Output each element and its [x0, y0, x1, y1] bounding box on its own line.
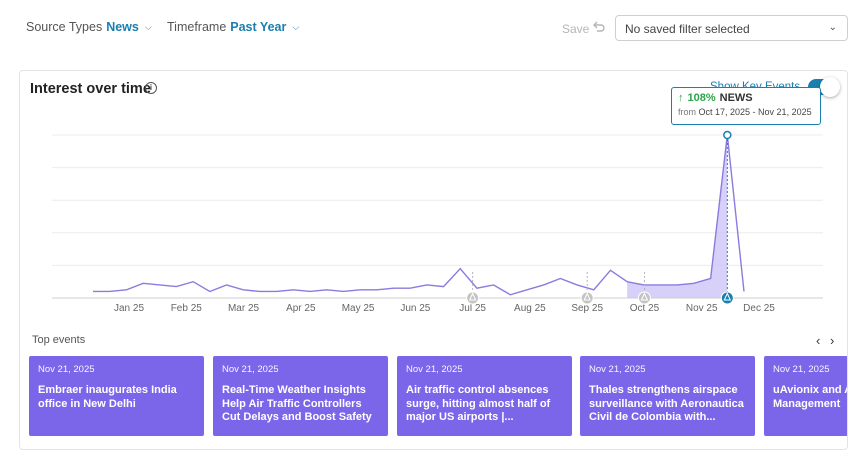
arrow-up-icon: ↑: [678, 92, 684, 104]
chevron-down-icon: ⌵: [292, 21, 300, 32]
saved-filter-value: No saved filter selected: [625, 22, 750, 36]
event-title: Air traffic control absences surge, hitt…: [406, 384, 551, 423]
x-tick-label: Aug 25: [514, 303, 546, 314]
panel-title: Interest over time: [30, 81, 151, 97]
interest-chart: Jan 25 Feb 25 Mar 25 Apr 25 May 25 Jun 25 Jul …: [52, 130, 823, 314]
source-types-filter[interactable]: Source Types News ⌵: [26, 20, 152, 34]
bell-icon: [723, 292, 732, 301]
tooltip-change: 108%: [687, 92, 716, 104]
timeframe-filter[interactable]: Timeframe Past Year ⌵: [167, 20, 299, 34]
event-card[interactable]: Nov 21, 2025 Embraer inaugurates India o…: [29, 356, 204, 436]
key-event-marker: [580, 291, 594, 305]
event-title: Thales strengthens airspace surveillance…: [589, 384, 744, 423]
source-types-value: News: [106, 20, 139, 34]
tooltip-range: Oct 17, 2025 - Nov 21, 2025: [698, 107, 812, 117]
event-date: Nov 21, 2025: [773, 364, 830, 375]
x-tick-label: Nov 25: [686, 303, 718, 314]
bell-icon: [583, 292, 591, 301]
event-title: Real-Time Weather Insights Help Air Traf…: [222, 384, 372, 423]
peak-point: [723, 130, 732, 140]
x-tick-label: Feb 25: [171, 303, 203, 314]
source-types-label: Source Types: [26, 20, 103, 34]
event-date: Nov 21, 2025: [589, 364, 646, 375]
key-event-marker: [466, 291, 480, 305]
tooltip-from-label: from: [678, 107, 696, 117]
info-icon[interactable]: i: [145, 82, 157, 94]
interest-panel: Interest over time i Show Key Events Jan…: [19, 70, 848, 450]
chevron-down-icon: ⌄: [828, 22, 837, 33]
key-event-marker: [637, 291, 651, 305]
chevron-left-icon[interactable]: ‹: [816, 333, 821, 348]
event-card[interactable]: Nov 21, 2025 Thales strengthens airspace…: [580, 356, 755, 436]
timeframe-value: Past Year: [230, 20, 287, 34]
event-title: Embraer inaugurates India office in New …: [38, 384, 177, 410]
event-card[interactable]: Nov 21, 2025 Real-Time Weather Insights …: [213, 356, 388, 436]
chevron-down-icon: ⌵: [144, 21, 152, 32]
x-tick-label: Oct 25: [630, 303, 660, 314]
save-button[interactable]: Save: [562, 22, 590, 36]
x-tick-label: Mar 25: [228, 303, 260, 314]
filter-bar: Source Types News ⌵ Timeframe Past Year …: [0, 0, 866, 60]
x-tick-label: Apr 25: [286, 303, 316, 314]
chevron-right-icon[interactable]: ›: [830, 333, 835, 348]
event-date: Nov 21, 2025: [406, 364, 463, 375]
x-tick-label: Jun 25: [400, 303, 430, 314]
top-events-list: Nov 21, 2025 Embraer inaugurates India o…: [29, 356, 847, 438]
chart-tooltip: ↑ 108% NEWS from Oct 17, 2025 - Nov 21, …: [671, 87, 821, 125]
bell-icon: [640, 292, 649, 301]
x-tick-label: Sep 25: [571, 303, 603, 314]
toggle-knob: [820, 77, 840, 97]
timeframe-label: Timeframe: [167, 20, 227, 34]
key-event-marker: [720, 291, 734, 305]
event-card[interactable]: Nov 21, 2025 uAvionix and Advance UAS Ma…: [764, 356, 847, 436]
x-tick-label: Dec 25: [743, 303, 775, 314]
x-tick-label: May 25: [342, 303, 375, 314]
highlight-area: [627, 135, 728, 298]
x-tick-label: Jan 25: [114, 303, 144, 314]
x-tick-label: Jul 25: [459, 303, 486, 314]
event-date: Nov 21, 2025: [38, 364, 95, 375]
bell-icon: [468, 292, 477, 301]
tooltip-source: NEWS: [719, 92, 753, 104]
series-line: [93, 134, 745, 296]
top-events-label: Top events: [32, 334, 86, 346]
event-date: Nov 21, 2025: [222, 364, 279, 375]
saved-filter-select[interactable]: No saved filter selected ⌄: [615, 15, 848, 41]
undo-icon[interactable]: [592, 20, 606, 34]
event-card[interactable]: Nov 21, 2025 Air traffic control absence…: [397, 356, 572, 436]
event-title: uAvionix and Advance UAS Management: [773, 384, 847, 410]
